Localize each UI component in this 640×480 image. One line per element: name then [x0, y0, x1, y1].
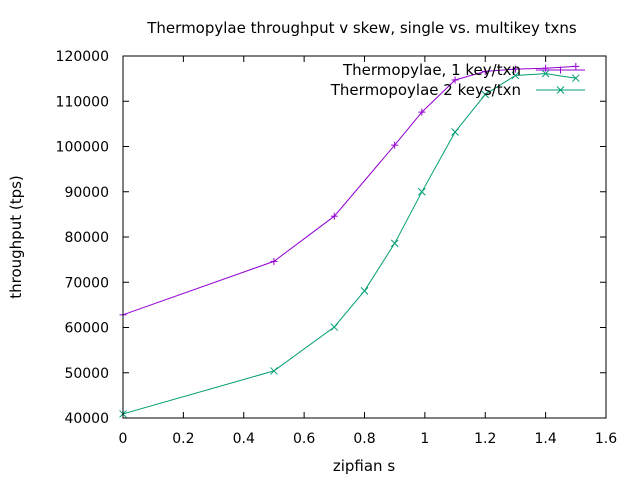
series-layer [119, 62, 580, 418]
axis-ticks: 0 0.2 0.4 0.6 0.8 1 1.2 1.4 1.6 40000 50000 60000 70… [56, 49, 618, 447]
x-axis-label: zipfian s [333, 457, 395, 475]
y-tick-label: 70000 [64, 275, 109, 291]
data-point [542, 64, 550, 72]
series-line [122, 65, 576, 316]
y-tick-label: 60000 [64, 321, 109, 337]
data-point [557, 66, 564, 74]
plot-frame [122, 55, 607, 419]
series-line [122, 73, 576, 415]
y-tick-label: 120000 [56, 49, 109, 65]
legend-label: Thermopoylae 2 keys/txn [330, 81, 521, 99]
data-point [360, 286, 369, 295]
legend-item: Thermopylae, 1 key/txn [342, 61, 585, 79]
data-point [511, 65, 519, 73]
data-point [390, 239, 399, 248]
x-tick-label: 1.4 [534, 431, 556, 447]
x-tick-label: 1.6 [595, 431, 617, 447]
y-tick-label: 40000 [64, 411, 109, 427]
x-tick-label: 0.6 [293, 431, 315, 447]
data-point [270, 257, 278, 265]
y-tick-label: 110000 [56, 94, 109, 110]
data-point [451, 76, 459, 84]
x-tick-label: 0.4 [233, 431, 255, 447]
x-tick-label: 1.2 [474, 431, 496, 447]
data-point [418, 108, 426, 116]
x-tick-label: 0 [119, 431, 128, 447]
y-tick-label: 90000 [64, 185, 109, 201]
data-point [330, 212, 338, 220]
data-point [481, 67, 489, 75]
data-point [571, 74, 580, 83]
legend-label: Thermopylae, 1 key/txn [342, 61, 521, 79]
y-tick-label: 100000 [56, 140, 109, 156]
data-point [572, 62, 580, 70]
legend-item: Thermopoylae 2 keys/txn [330, 81, 585, 99]
legend: Thermopylae, 1 key/txn Thermopoylae 2 key… [330, 61, 585, 99]
chart-title: Thermopylae throughput v skew, single vs… [146, 19, 577, 37]
y-tick-label: 80000 [64, 230, 109, 246]
data-point [556, 86, 565, 94]
data-point [391, 141, 399, 149]
data-point [270, 367, 278, 375]
data-point [451, 128, 459, 136]
data-point [330, 323, 339, 331]
data-point [481, 90, 490, 99]
series-1 [119, 62, 580, 319]
series-2 [119, 69, 580, 418]
y-axis-label: throughput (tps) [7, 175, 25, 299]
x-tick-label: 0.2 [172, 431, 194, 447]
x-tick-label: 1 [420, 431, 429, 447]
data-point [418, 187, 426, 196]
data-point [511, 71, 520, 80]
data-point [541, 69, 550, 78]
x-tick-label: 0.8 [353, 431, 375, 447]
y-tick-label: 50000 [64, 366, 109, 382]
